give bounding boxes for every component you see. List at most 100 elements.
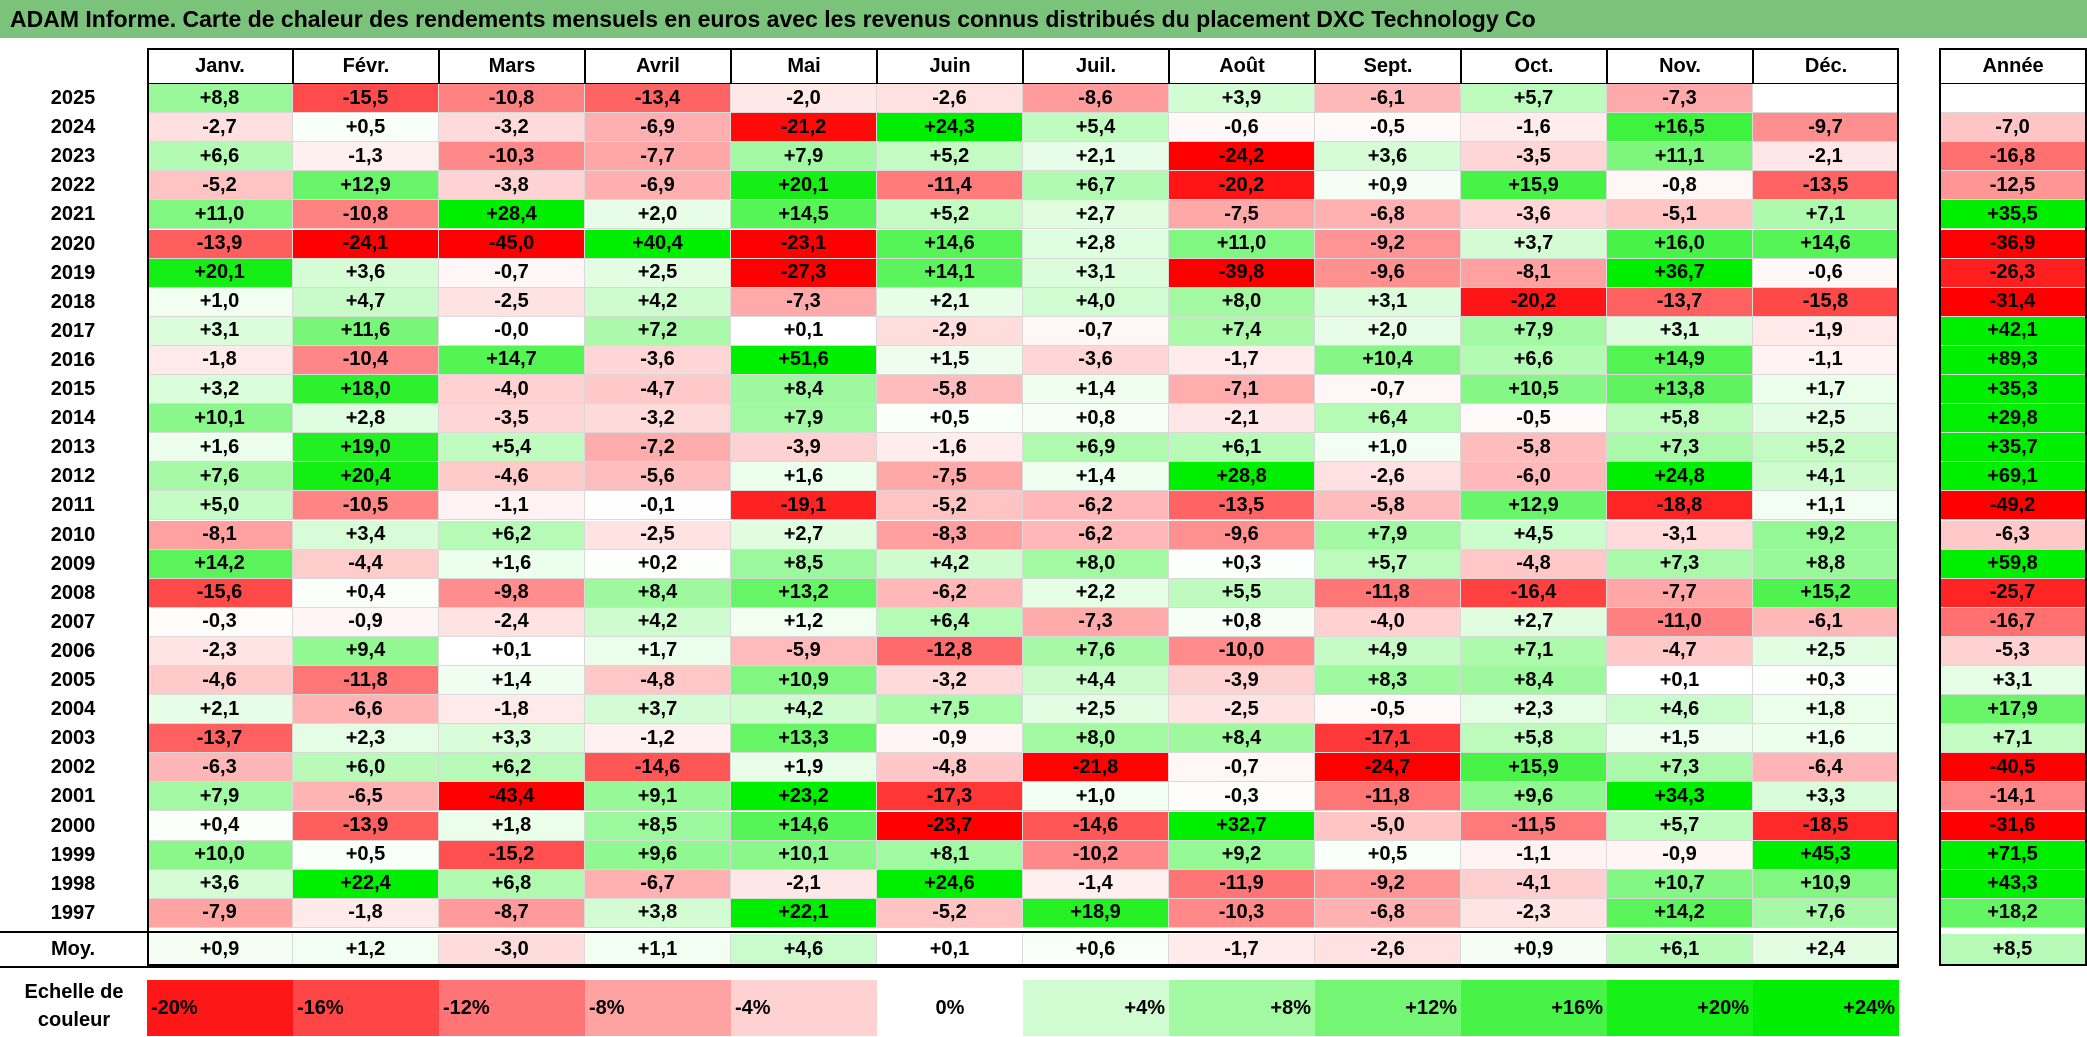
heatmap-cell: -3,6 <box>1461 200 1607 230</box>
annual-cell: +29,8 <box>1939 404 2087 434</box>
annual-cell: -5,3 <box>1939 636 2087 666</box>
heatmap-cell: -7,2 <box>585 433 731 463</box>
heatmap-cell: +7,6 <box>1753 898 1899 928</box>
heatmap-cell: -18,8 <box>1607 491 1753 521</box>
heatmap-cell: +2,5 <box>1753 404 1899 434</box>
average-bottom-line <box>0 965 1899 968</box>
heatmap-cell: +1,4 <box>1023 462 1169 492</box>
heatmap-cell: -2,5 <box>1169 695 1315 725</box>
heatmap-cell: -5,9 <box>731 636 877 666</box>
heatmap-cell: +12,9 <box>293 171 439 201</box>
heatmap-cell: -7,5 <box>1169 200 1315 230</box>
heatmap-cell: +20,1 <box>147 258 293 288</box>
heatmap-cell: -3,9 <box>1169 666 1315 696</box>
heatmap-cell: -21,8 <box>1023 753 1169 783</box>
heatmap-cell: -8,1 <box>147 520 293 550</box>
annual-header: Année <box>1939 48 2087 84</box>
heatmap-cell: -0,5 <box>1461 404 1607 434</box>
month-header: Janv. <box>147 48 293 84</box>
heatmap-cell: +1,0 <box>1023 782 1169 812</box>
heatmap-cell: +0,3 <box>1169 549 1315 579</box>
heatmap-cell: +4,5 <box>1461 520 1607 550</box>
heatmap-cell: +9,1 <box>585 782 731 812</box>
heatmap-cell: -6,1 <box>1753 607 1899 637</box>
heatmap-cell: -2,0 <box>731 84 877 114</box>
heatmap-cell: -15,6 <box>147 578 293 608</box>
heatmap-cell: +10,4 <box>1315 345 1461 375</box>
heatmap-cell: +2,0 <box>1315 316 1461 346</box>
heatmap-cell: +4,2 <box>731 695 877 725</box>
scale-cell: +20% <box>1607 980 1753 1036</box>
heatmap-cell: +1,7 <box>1753 375 1899 405</box>
month-header: Août <box>1169 48 1315 84</box>
heatmap-cell: -11,4 <box>877 171 1023 201</box>
year-label: 2021 <box>50 203 96 226</box>
year-label: 1997 <box>50 901 96 924</box>
year-label: 2013 <box>50 436 96 459</box>
heatmap-cell: -11,8 <box>1315 578 1461 608</box>
average-cell: -1,7 <box>1169 933 1315 966</box>
scale-cell: +4% <box>1023 980 1169 1036</box>
annual-cell: -25,7 <box>1939 578 2087 608</box>
heatmap-cell: +2,1 <box>877 287 1023 317</box>
heatmap-cell: -6,9 <box>585 113 731 143</box>
heatmap-cell: -2,1 <box>731 869 877 899</box>
heatmap-cell: +1,9 <box>731 753 877 783</box>
heatmap-cell: -1,1 <box>1461 840 1607 870</box>
heatmap-cell: -7,1 <box>1169 375 1315 405</box>
heatmap-cell: -1,2 <box>585 724 731 754</box>
heatmap-cell: +1,2 <box>731 607 877 637</box>
heatmap-cell: +14,9 <box>1607 345 1753 375</box>
heatmap-cell: -2,7 <box>147 113 293 143</box>
heatmap-cell: +1,6 <box>731 462 877 492</box>
heatmap-cell: +3,1 <box>1607 316 1753 346</box>
heatmap-cell: +6,2 <box>439 520 585 550</box>
year-label: 1999 <box>50 843 96 866</box>
heatmap-cell: +6,6 <box>1461 345 1607 375</box>
year-label: 2014 <box>50 407 96 430</box>
heatmap-cell: +7,1 <box>1753 200 1899 230</box>
heatmap-cell: +8,0 <box>1023 549 1169 579</box>
heatmap-cell: +28,4 <box>439 200 585 230</box>
month-header: Mai <box>731 48 877 84</box>
heatmap-cell: -3,9 <box>731 433 877 463</box>
heatmap-cell: +10,1 <box>147 404 293 434</box>
heatmap-cell: -4,7 <box>1607 636 1753 666</box>
average-cell: +0,9 <box>1461 933 1607 966</box>
heatmap-cell <box>1753 84 1899 114</box>
heatmap-cell: -2,1 <box>1169 404 1315 434</box>
annual-cell: -26,3 <box>1939 258 2087 288</box>
heatmap-cell: +3,6 <box>147 869 293 899</box>
heatmap-cell: +28,8 <box>1169 462 1315 492</box>
heatmap-cell: -6,6 <box>293 695 439 725</box>
heatmap-cell: +0,8 <box>1169 607 1315 637</box>
heatmap-cell: -11,8 <box>1315 782 1461 812</box>
heatmap-cell: -14,6 <box>585 753 731 783</box>
year-label: 2012 <box>50 465 96 488</box>
year-label: 2005 <box>50 669 96 692</box>
year-label: 2008 <box>50 581 96 604</box>
heatmap-cell: +15,2 <box>1753 578 1899 608</box>
heatmap-cell: -6,3 <box>147 753 293 783</box>
heatmap-cell: -6,5 <box>293 782 439 812</box>
heatmap-cell: +7,9 <box>731 142 877 172</box>
heatmap-cell: +0,4 <box>293 578 439 608</box>
heatmap-cell: +3,7 <box>585 695 731 725</box>
heatmap-cell: +1,1 <box>1753 491 1899 521</box>
average-cell: +0,9 <box>147 933 293 966</box>
heatmap-cell: -6,2 <box>1023 520 1169 550</box>
heatmap-cell: +45,3 <box>1753 840 1899 870</box>
heatmap-cell: -10,8 <box>439 84 585 114</box>
heatmap-cell: -12,8 <box>877 636 1023 666</box>
month-header: Oct. <box>1461 48 1607 84</box>
heatmap-cell: -2,6 <box>877 84 1023 114</box>
annual-cell: +43,3 <box>1939 869 2087 899</box>
heatmap-cell: +20,4 <box>293 462 439 492</box>
heatmap-cell: +4,2 <box>585 607 731 637</box>
year-label: 2025 <box>50 87 96 110</box>
heatmap-cell: +0,5 <box>877 404 1023 434</box>
heatmap-cell: -6,8 <box>1315 200 1461 230</box>
heatmap-cell: -6,2 <box>877 578 1023 608</box>
annual-cell: -31,4 <box>1939 287 2087 317</box>
heatmap-cell: +5,7 <box>1315 549 1461 579</box>
